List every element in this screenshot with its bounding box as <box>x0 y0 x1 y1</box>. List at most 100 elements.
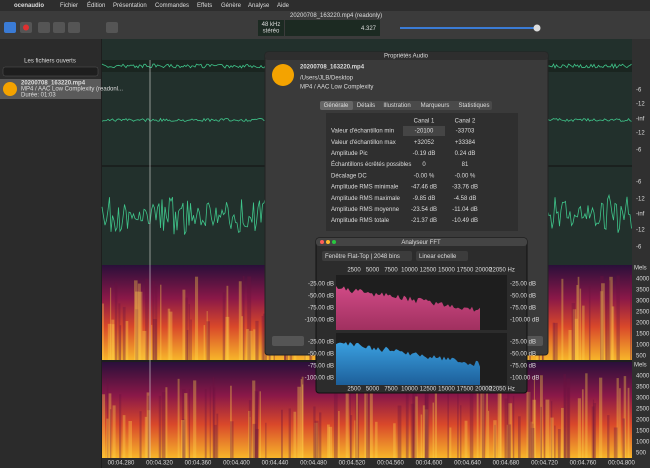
file-item[interactable] <box>0 79 101 99</box>
fft-title: Analyseur FFT <box>401 240 441 246</box>
tab[interactable]: Statistiques <box>458 103 489 109</box>
tab[interactable]: Détails <box>357 103 375 109</box>
spectrogram-streak <box>230 421 234 458</box>
spectrogram-streak <box>259 391 261 458</box>
spectrogram-streak <box>247 276 252 360</box>
file-icon <box>3 82 17 96</box>
menu-item[interactable]: Commandes <box>155 3 189 9</box>
spectrogram-streak <box>114 282 118 360</box>
spectrogram-streak <box>530 421 533 458</box>
spectrogram-streak <box>165 387 168 458</box>
spectrogram-streak <box>605 282 607 360</box>
spectrogram-streak <box>527 377 531 458</box>
frequency-label: 2000 <box>636 321 650 327</box>
spectrogram-streak <box>613 427 618 458</box>
spectrogram-streak <box>194 276 199 360</box>
spectrogram-streak <box>333 382 338 458</box>
spectrogram-streak <box>155 286 158 360</box>
menu-item[interactable]: Aide <box>277 3 290 9</box>
window-title: 20200708_163220.mp4 (readonly) <box>290 13 382 19</box>
scale-unit: Mels <box>634 266 647 272</box>
menu-item[interactable]: Présentation <box>113 3 147 9</box>
level-label: -50.00 dB <box>510 294 536 300</box>
cell-value: -4.58 dB <box>454 196 477 202</box>
spectrogram-streak <box>119 325 122 360</box>
spectrogram-streak <box>206 311 208 360</box>
spectrogram-streak <box>415 396 418 458</box>
level-ruler <box>632 39 650 468</box>
cell-value: -20100 <box>415 129 434 135</box>
spectrogram-streak <box>190 319 192 360</box>
menu-item[interactable]: Édition <box>87 2 105 9</box>
spectrogram-streak <box>557 429 561 458</box>
spectrogram-streak <box>297 386 301 458</box>
fft-spectrum <box>336 342 480 385</box>
active-tab[interactable] <box>320 101 353 110</box>
spectrogram-streak <box>147 410 151 458</box>
zoom-button[interactable] <box>332 240 336 244</box>
spectrogram-streak <box>422 405 426 458</box>
spectrogram-streak <box>576 285 579 360</box>
record-icon <box>23 24 29 31</box>
spectrogram-streak <box>254 390 259 458</box>
frequency-label: 2500 <box>636 310 650 316</box>
pause-button[interactable] <box>53 22 65 33</box>
fft-spectrum <box>336 285 480 330</box>
spectrogram-streak <box>338 410 340 458</box>
volume-knob[interactable] <box>533 24 541 32</box>
spectrogram-streak <box>188 304 190 360</box>
spectrogram-streak <box>161 392 166 458</box>
spectrogram-streak <box>486 383 489 458</box>
button[interactable] <box>4 22 16 33</box>
spectrogram-streak <box>188 389 191 458</box>
close-button[interactable] <box>320 240 324 244</box>
tab-bar <box>320 101 492 110</box>
spectrogram-streak <box>281 409 283 458</box>
spectrogram-streak <box>563 381 567 458</box>
time-label: 00:04.440 <box>262 461 289 467</box>
spectrogram-streak <box>424 409 429 458</box>
frequency-label: 1000 <box>636 343 650 349</box>
minimize-button[interactable] <box>326 240 330 244</box>
scale-dropdown[interactable] <box>416 251 468 261</box>
spectrogram-streak <box>591 406 595 458</box>
frequency-label: 17500 <box>457 387 474 393</box>
spectrogram-streak <box>582 305 585 360</box>
fft-scale-setting[interactable]: Linear echelle <box>419 254 457 260</box>
spectrogram-streak <box>539 375 543 458</box>
stop-button[interactable] <box>68 22 80 33</box>
tab[interactable]: Illustration <box>383 103 410 109</box>
channels: stéréo <box>263 29 280 35</box>
spectrogram-streak <box>528 377 533 458</box>
search-box[interactable] <box>2 66 99 77</box>
sidebar <box>0 39 101 468</box>
row-label: Amplitude RMS minimale <box>331 185 399 191</box>
menu-item[interactable]: Analyse <box>248 3 270 9</box>
spectrogram-streak <box>319 412 322 458</box>
menu-item[interactable]: Génère <box>221 3 242 9</box>
spectrogram-streak <box>572 309 577 360</box>
level-label: -6 <box>636 148 642 154</box>
spectrogram-streak <box>506 424 509 458</box>
frequency-label: 5000 <box>366 387 380 393</box>
play-button[interactable] <box>38 22 50 33</box>
window-dropdown[interactable] <box>322 251 412 261</box>
info-button[interactable] <box>106 22 118 33</box>
spectrogram-streak <box>301 376 304 458</box>
spectrogram-streak <box>457 376 459 458</box>
spectrogram-streak <box>112 405 116 458</box>
frequency-label: 1000 <box>636 440 650 446</box>
spectrogram-streak <box>493 420 497 458</box>
time-label: 00:04.800 <box>608 461 635 467</box>
spectrogram-streak <box>622 418 625 458</box>
fft-window-setting[interactable]: Fenêtre Flat-Top | 2048 bins <box>325 254 400 260</box>
tab[interactable]: Générale <box>324 103 349 109</box>
tab[interactable]: Marqueurs <box>421 103 450 109</box>
spectrogram-streak <box>206 321 210 360</box>
button[interactable] <box>272 336 304 346</box>
spectrogram-streak <box>350 415 353 458</box>
spectrogram-streak <box>582 389 584 458</box>
menu-item[interactable]: Effets <box>197 3 212 9</box>
menu-item[interactable]: Fichier <box>60 3 78 9</box>
cell-value: -33703 <box>456 129 475 135</box>
